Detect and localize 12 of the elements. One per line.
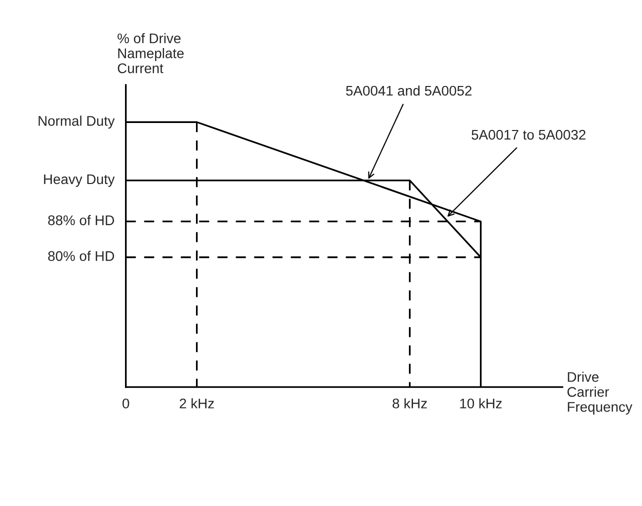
text: 5A0041 and 5A0052 <box>346 85 472 96</box>
x-tick-label: 0 <box>122 398 130 408</box>
text: 80% of HD <box>48 250 114 261</box>
x-tick-label: 10 kHz <box>460 398 502 408</box>
text: 5A0017 to 5A0032 <box>472 130 586 140</box>
x-axis-title: Drive Carrier Frequency <box>567 372 632 415</box>
text: Heavy Duty <box>44 174 115 187</box>
text: 88% of HD <box>48 215 114 226</box>
x-tick-label: 8 kHz <box>392 398 427 408</box>
y-axis-title: % of Drive Nameplate Current <box>118 33 184 74</box>
x-tick-label: 2 kHz <box>180 398 214 408</box>
text: Normal Duty <box>38 116 115 129</box>
